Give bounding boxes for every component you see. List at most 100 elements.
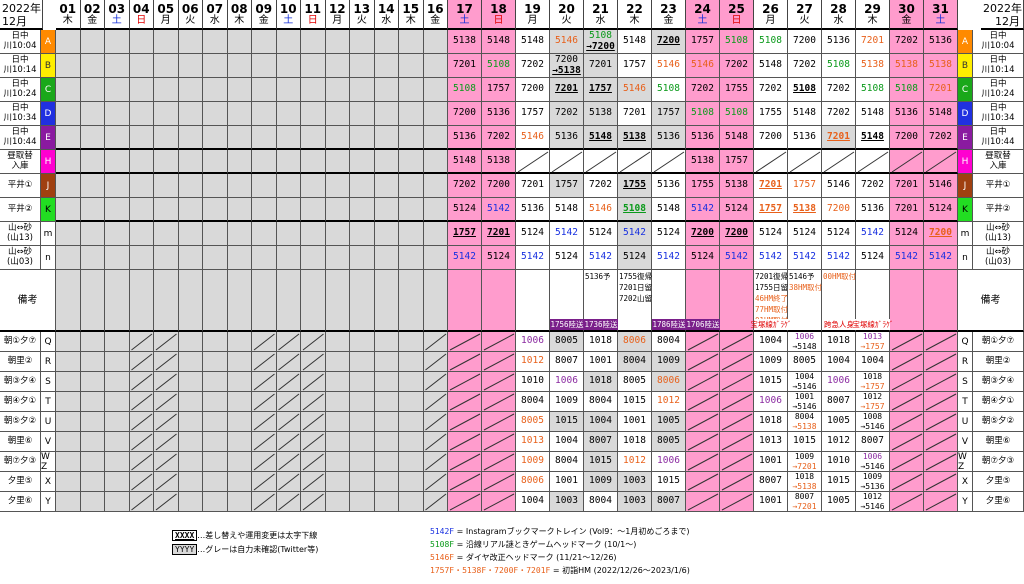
cell-E-24: 5136 <box>686 126 720 150</box>
lower-cell-Y-04 <box>129 492 154 512</box>
cell-E-01 <box>56 126 81 150</box>
train-number: 5146 <box>657 59 680 71</box>
train-number: 7201 <box>521 179 544 191</box>
lower-cell-W Z-23: 1006 <box>652 452 686 472</box>
lower-cell-R-20: 8007 <box>550 352 584 372</box>
lower-cell-X-26: 8007 <box>754 472 788 492</box>
row-name: 昼取替 <box>985 151 1011 162</box>
lower-cell-W Z-08 <box>227 452 252 472</box>
lower-cell-W Z-15 <box>399 452 424 472</box>
train-number: 5148 <box>453 154 476 166</box>
cell-J-07 <box>203 174 228 198</box>
cell-C-31: 7201 <box>924 78 958 102</box>
cell-C-15 <box>399 78 424 102</box>
cell-C-23: 5108 <box>652 78 686 102</box>
remark-line: 00HM取付 <box>823 272 857 281</box>
train-number: 8005 <box>521 415 544 427</box>
lower-cell-V-17 <box>448 432 482 452</box>
remark-tag: 跨急人身 <box>822 319 856 330</box>
train-number: 5138 <box>861 59 884 71</box>
legend-note-2: YYYY …グレーは自力未確認(Twitter等) <box>172 544 318 556</box>
cell-C-04 <box>129 78 154 102</box>
cell-E-11 <box>301 126 326 150</box>
day-header-25: 25 日 <box>720 0 754 30</box>
lower-row-label-r: 朝里⑥ <box>973 432 1024 452</box>
lower-cell-V-04 <box>129 432 154 452</box>
train-number: 1006 <box>521 335 544 347</box>
weekday: 火 <box>356 14 367 26</box>
train-number: →5138 <box>792 481 817 491</box>
train-number: 1009 <box>521 455 544 467</box>
train-number: 7200 <box>827 202 850 214</box>
cell-m-20: 5142 <box>550 222 584 246</box>
remarks-cell-05 <box>154 270 179 332</box>
train-number: 8004 <box>589 395 612 407</box>
remark-tag: 宝塚線ｶﾞﾗｹﾞ <box>750 319 792 330</box>
row-name: 朝③夕④ <box>3 375 37 386</box>
cell-B-25: 7202 <box>720 54 754 78</box>
cell-J-15 <box>399 174 424 198</box>
cell-K-12 <box>325 198 350 222</box>
weekday: 土 <box>697 14 708 26</box>
lower-cell-Y-23: 8007 <box>652 492 686 512</box>
train-number: 1004 <box>794 372 815 382</box>
cell-J-13 <box>350 174 375 198</box>
cell-C-26: 7202 <box>754 78 788 102</box>
cell-D-26: 1755 <box>754 102 788 126</box>
cell-A-15 <box>399 30 424 54</box>
row-badge: T <box>958 392 973 412</box>
cell-m-03 <box>105 222 130 246</box>
train-number: 5136 <box>827 35 850 47</box>
train-number: 1015 <box>657 475 680 487</box>
lower-cell-R-29: 1004 <box>856 352 890 372</box>
remark-tag: 1786陸送 <box>652 319 686 330</box>
legend-desc: = ダイヤ改正ヘッドマーク (11/21～12/26) <box>454 553 617 562</box>
cell-C-27: 5108 <box>788 78 822 102</box>
lower-cell-T-21: 8004 <box>584 392 618 412</box>
lower-cell-X-31 <box>924 472 958 492</box>
cell-H-12 <box>325 150 350 174</box>
cell-E-02 <box>80 126 105 150</box>
cell-J-06 <box>178 174 203 198</box>
row-badge: J <box>958 174 973 198</box>
cell-D-17: 7200 <box>448 102 482 126</box>
lower-cell-X-12 <box>325 472 350 492</box>
day-header-09: 09 金 <box>252 0 277 30</box>
weekday: 水 <box>209 14 220 26</box>
lower-cell-V-19: 1013 <box>516 432 550 452</box>
day-header-21: 21 水 <box>584 0 618 30</box>
lower-cell-T-30 <box>890 392 924 412</box>
cell-n-16 <box>423 246 448 270</box>
lower-cell-W Z-22: 1012 <box>618 452 652 472</box>
lower-cell-X-01 <box>56 472 81 492</box>
day-header-03: 03 土 <box>105 0 130 30</box>
row-name: 朝⑤夕② <box>981 415 1015 426</box>
train-number: 5142 <box>929 251 952 263</box>
lower-cell-T-31 <box>924 392 958 412</box>
lower-cell-V-01 <box>56 432 81 452</box>
lower-cell-W Z-13 <box>350 452 375 472</box>
cell-C-20: 7201 <box>550 78 584 102</box>
lower-cell-Q-14 <box>374 332 399 352</box>
cell-A-30: 7202 <box>890 30 924 54</box>
cell-H-09 <box>252 150 277 174</box>
lower-cell-U-28: 1005 <box>822 412 856 432</box>
weekday: 金 <box>901 14 912 26</box>
row-name: 川10:04 <box>981 40 1015 51</box>
cell-m-07 <box>203 222 228 246</box>
train-number: 7201 <box>895 202 918 214</box>
cell-J-11 <box>301 174 326 198</box>
row-label-l: 山⇔砂 (山13) <box>0 222 41 246</box>
day-number: 29 <box>864 1 881 16</box>
lower-row-label-l: 朝里⑥ <box>0 432 41 452</box>
cell-m-08 <box>227 222 252 246</box>
cell-B-31: 5138 <box>924 54 958 78</box>
train-number: 1757 <box>725 154 748 166</box>
lower-cell-U-15 <box>399 412 424 432</box>
lower-cell-Y-19: 1004 <box>516 492 550 512</box>
cell-D-19: 1757 <box>516 102 550 126</box>
row-label-r: 昼取替 入庫 <box>973 150 1024 174</box>
day-header-04: 04 日 <box>129 0 154 30</box>
day-header-26: 26 月 <box>754 0 788 30</box>
